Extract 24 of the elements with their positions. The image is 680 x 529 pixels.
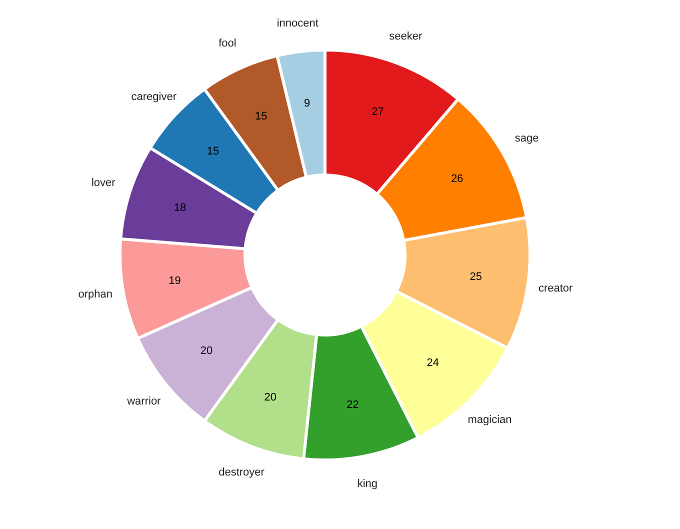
- slice-label: orphan: [78, 288, 112, 300]
- data-label: 22: [346, 398, 359, 411]
- slice-label: lover: [91, 177, 116, 189]
- data-label: 9: [304, 98, 310, 110]
- data-label: 20: [264, 391, 276, 404]
- data-label: 15: [255, 110, 268, 123]
- slice-label: fool: [218, 37, 236, 50]
- slice-label: king: [357, 478, 378, 490]
- data-label: 20: [200, 344, 213, 357]
- data-label: 25: [470, 270, 482, 283]
- data-label: 15: [206, 145, 220, 158]
- slice-label: innocent: [276, 18, 318, 30]
- slice-label: sage: [514, 132, 539, 144]
- data-label: 26: [450, 172, 464, 185]
- data-label: 18: [174, 202, 186, 214]
- slice-label: caregiver: [131, 90, 177, 103]
- data-label: 19: [168, 274, 181, 287]
- slice-label: destroyer: [218, 466, 265, 479]
- slice-label: magician: [468, 414, 512, 426]
- slice-label: warrior: [126, 396, 162, 408]
- slice-label: seeker: [389, 30, 422, 42]
- data-label: 27: [372, 106, 384, 118]
- slice-label: creator: [538, 282, 574, 294]
- data-label: 24: [426, 356, 439, 369]
